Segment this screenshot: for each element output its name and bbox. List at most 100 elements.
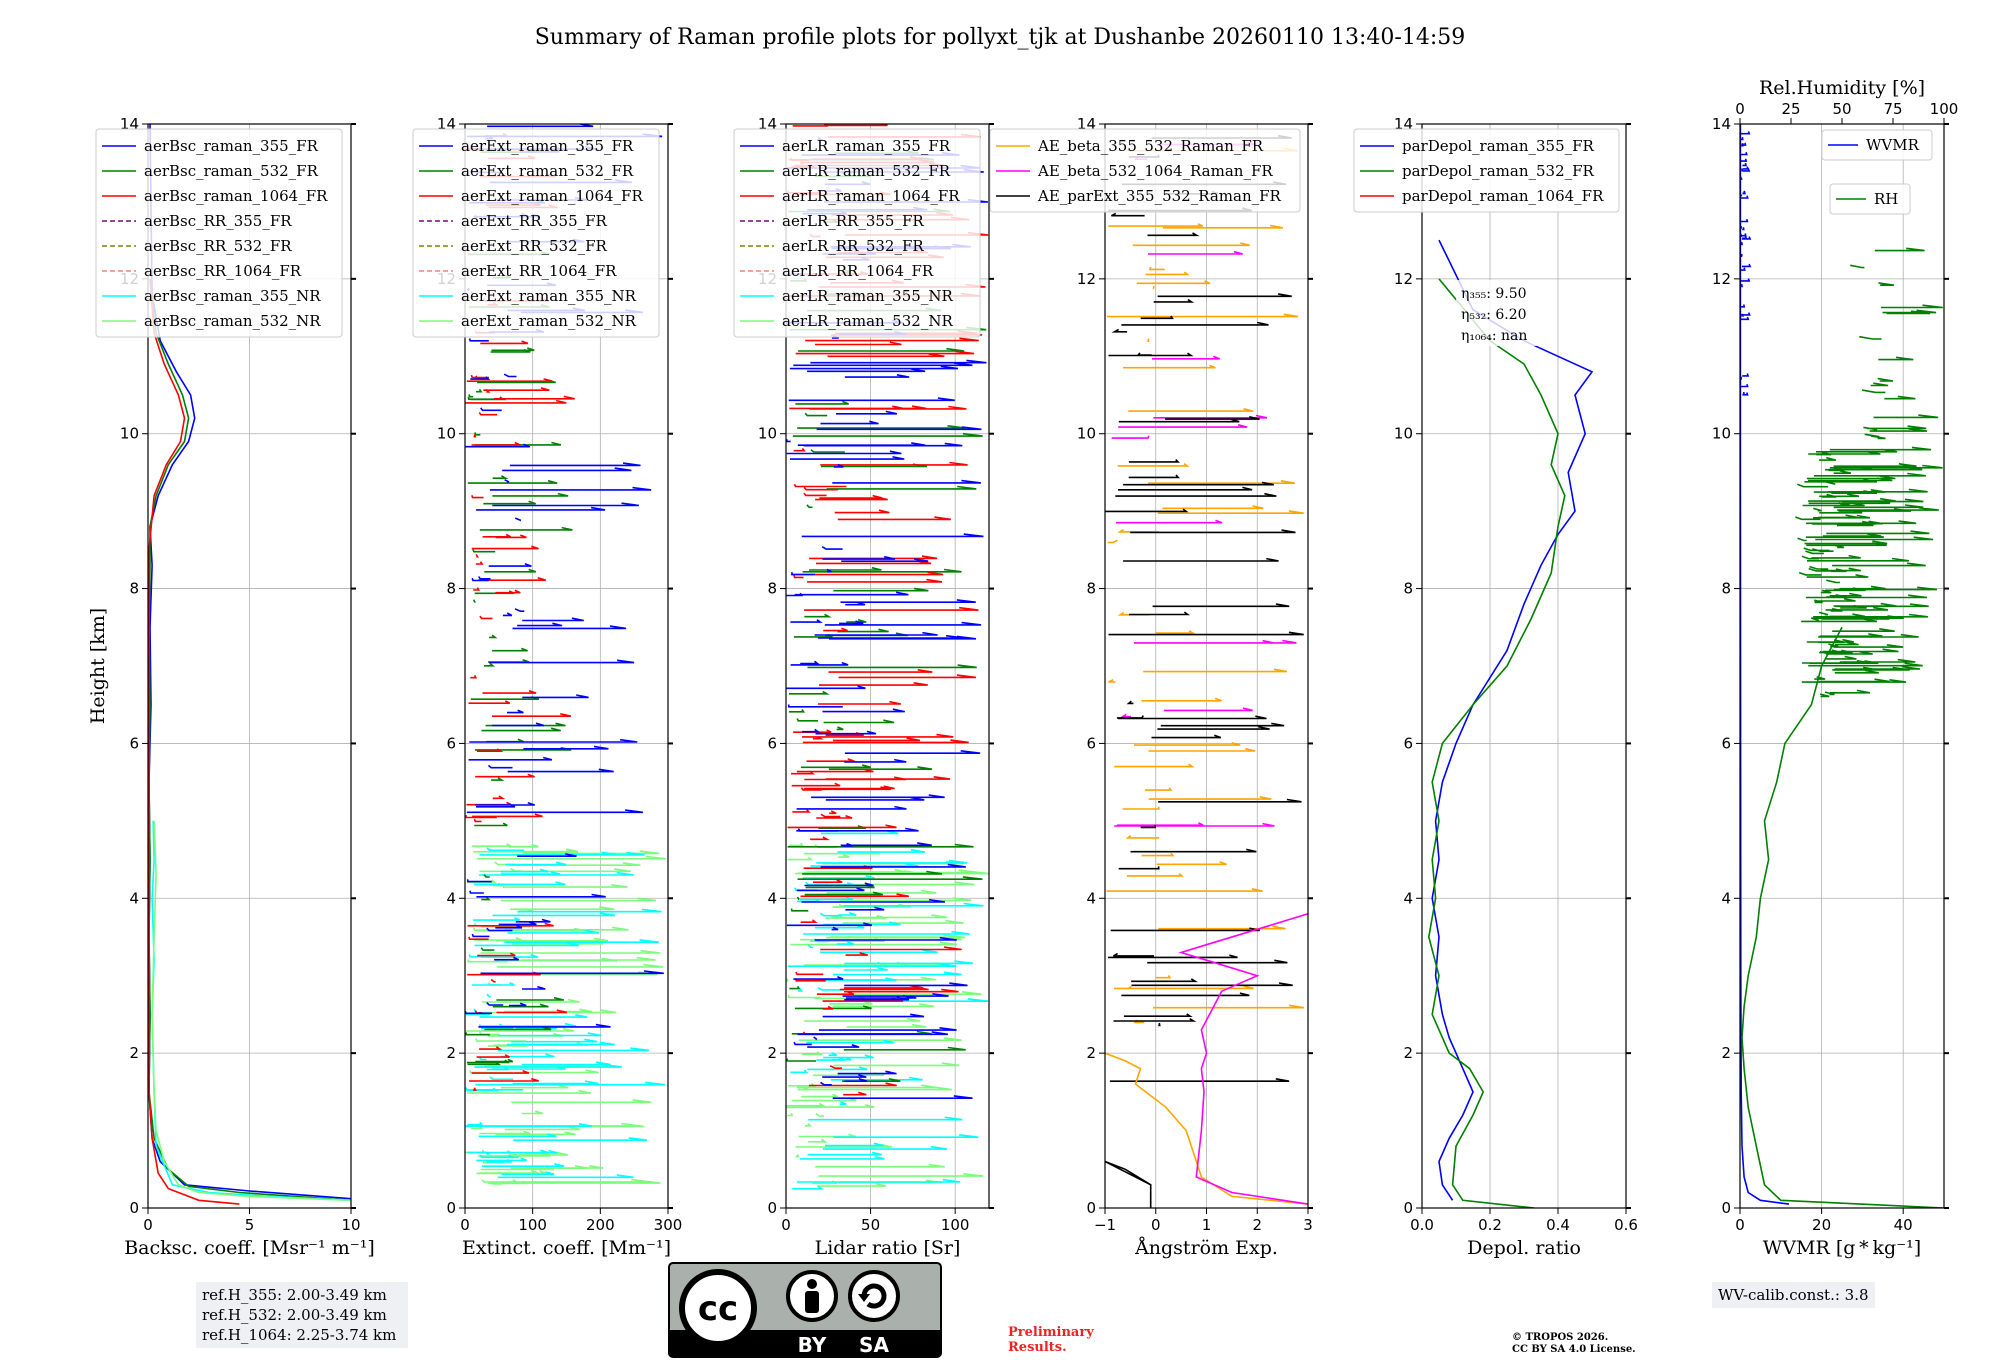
x-tick-label: 100 xyxy=(518,1216,547,1234)
y-tick-label: 6 xyxy=(446,734,456,752)
y-tick-label: 0 xyxy=(767,1199,777,1217)
legend-label: aerLR_RR_532_FR xyxy=(782,237,924,255)
legend-label: parDepol_raman_355_FR xyxy=(1402,137,1595,155)
series-AE_beta_532_1064_Raman_FR xyxy=(1178,913,1308,1205)
legend-label: AE_beta_532_1064_Raman_FR xyxy=(1037,162,1273,180)
legend-frame xyxy=(1829,183,1911,215)
axes-frame xyxy=(464,123,669,1209)
preliminary-results-note: Preliminary Results. xyxy=(1008,1325,1094,1355)
y-tick-label: 0 xyxy=(1086,1199,1096,1217)
y-tick-label: 2 xyxy=(1086,1044,1096,1062)
legend-label: RH xyxy=(1874,190,1898,208)
y-tick-label: 6 xyxy=(129,734,139,752)
x-axis-label: WVMR [g * kg⁻¹] xyxy=(1763,1237,1921,1259)
cc-by-sa-logo: cc BY SA xyxy=(668,1262,942,1358)
cc-text: cc xyxy=(698,1289,738,1329)
series-AE_beta_355_532_Raman_FR xyxy=(1105,1052,1308,1205)
series-aerBsc_raman_355_NR xyxy=(151,820,351,1202)
series-noise-WVMR xyxy=(1740,131,1752,396)
legend-rh: RH xyxy=(1829,183,1911,215)
x-tick-label: 0.2 xyxy=(1478,1216,1502,1234)
y-tick-label: 0 xyxy=(446,1199,456,1217)
sa-label: SA xyxy=(859,1333,889,1357)
legend-frame xyxy=(733,128,981,338)
y-tick-label: 6 xyxy=(1721,734,1731,752)
legend-label: aerBsc_raman_532_NR xyxy=(144,312,321,330)
x-tick-label: 0 xyxy=(460,1216,470,1234)
y-tick-label: 6 xyxy=(1403,734,1413,752)
series-noise-aerLR_raman_355_NR xyxy=(787,830,989,1190)
series-noise-RH xyxy=(1795,446,1943,698)
x-axis-label: Extinct. coeff. [Mm⁻¹] xyxy=(462,1237,671,1259)
x-tick-label: 5 xyxy=(245,1216,255,1234)
series-noise-aerLR_raman_532_NR xyxy=(786,842,989,1187)
y-tick-label: 4 xyxy=(1403,889,1413,907)
series-WVMR xyxy=(1740,124,1790,1205)
legend-label: aerExt_RR_532_FR xyxy=(461,237,608,255)
y-tick-label: 2 xyxy=(1403,1044,1413,1062)
annotation-line: η₁₀₆₄: nan xyxy=(1461,328,1527,344)
preliminary-line-1: Preliminary xyxy=(1008,1325,1094,1340)
y-tick-label: 2 xyxy=(129,1044,139,1062)
y-tick-label: 8 xyxy=(1721,580,1731,598)
legend-depol: parDepol_raman_355_FR parDepol_raman_532_… xyxy=(1353,128,1620,213)
ref-height-355: ref.H_355: 2.00-3.49 km xyxy=(202,1286,387,1304)
series-aerBsc_raman_355_FR xyxy=(148,124,351,1200)
legend-label: aerExt_RR_355_FR xyxy=(461,212,608,230)
x-axis-label: Backsc. coeff. [Msr⁻¹ m⁻¹] xyxy=(124,1237,375,1259)
series-noise-AE_beta_355_532_Raman_FR xyxy=(1106,147,1304,1024)
x-tick-label: 0 xyxy=(1735,1216,1745,1234)
x-tick-label: 0.0 xyxy=(1410,1216,1434,1234)
y-tick-label: 4 xyxy=(767,889,777,907)
y-tick-label: 12 xyxy=(1077,270,1096,288)
top-x-tick-label: 100 xyxy=(1930,100,1959,118)
y-axis-label: Height [km] xyxy=(87,608,109,724)
y-tick-label: 0 xyxy=(129,1199,139,1217)
y-tick-label: 10 xyxy=(1712,425,1731,443)
annotation-frame xyxy=(1456,280,1546,346)
series-aerBsc_raman_532_NR xyxy=(151,820,351,1202)
legend-label: aerBsc_RR_355_FR xyxy=(144,212,292,230)
y-tick-label: 14 xyxy=(1712,115,1731,133)
legend-label: aerLR_RR_1064_FR xyxy=(782,262,934,280)
panels: 051002468101214Backsc. coeff. [Msr⁻¹ m⁻¹… xyxy=(87,77,1958,1259)
top-x-tick-label: 0 xyxy=(1735,100,1745,118)
depol-eta-annotation: η₃₅₅: 9.50 η₅₃₂: 6.20 η₁₀₆₄: nan xyxy=(1456,280,1546,346)
x-tick-label: 0 xyxy=(781,1216,791,1234)
series-aerBsc_raman_1064_FR xyxy=(148,278,240,1205)
y-tick-label: 8 xyxy=(767,580,777,598)
legend-label: aerExt_raman_355_NR xyxy=(461,287,637,305)
copyright-line-1: © TROPOS 2026. xyxy=(1512,1332,1609,1343)
legend-label: aerExt_RR_1064_FR xyxy=(461,262,617,280)
y-tick-label: 6 xyxy=(1086,734,1096,752)
top-axis-label: Rel.Humidity [%] xyxy=(1759,77,1925,99)
y-tick-label: 12 xyxy=(1712,270,1731,288)
y-tick-label: 10 xyxy=(758,425,777,443)
y-tick-label: 4 xyxy=(446,889,456,907)
x-tick-label: −1 xyxy=(1094,1216,1116,1234)
legend-frame xyxy=(1353,128,1620,213)
y-tick-label: 6 xyxy=(767,734,777,752)
y-tick-label: 0 xyxy=(1721,1199,1731,1217)
ref-height-532: ref.H_532: 2.00-3.49 km xyxy=(202,1306,387,1324)
legend-label: aerExt_raman_355_FR xyxy=(461,137,634,155)
series-aerBsc_raman_532_FR xyxy=(148,278,351,1202)
by-label: BY xyxy=(798,1333,827,1357)
x-tick-label: 0 xyxy=(1151,1216,1161,1234)
panel-lr: 05010002468101214Lidar ratio [Sr]aerLR_r… xyxy=(733,115,994,1259)
legend-label: aerLR_raman_1064_FR xyxy=(782,187,960,205)
y-tick-label: 4 xyxy=(1721,889,1731,907)
y-tick-label: 10 xyxy=(120,425,139,443)
x-axis-label: Depol. ratio xyxy=(1467,1237,1581,1259)
wv-calibration-text: WV-calib.const.: 3.8 xyxy=(1718,1286,1869,1304)
legend-lr: aerLR_raman_355_FR aerLR_raman_532_FR aerL… xyxy=(733,128,981,338)
cc-icon xyxy=(679,1269,757,1347)
y-tick-label: 0 xyxy=(1403,1199,1413,1217)
legend-label: AE_beta_355_532_Raman_FR xyxy=(1037,137,1264,155)
legend-label: aerLR_raman_532_FR xyxy=(782,162,951,180)
legend-label: parDepol_raman_532_FR xyxy=(1402,162,1595,180)
x-tick-label: 3 xyxy=(1303,1216,1313,1234)
y-tick-label: 8 xyxy=(1403,580,1413,598)
legend-label: AE_parExt_355_532_Raman_FR xyxy=(1037,187,1282,205)
